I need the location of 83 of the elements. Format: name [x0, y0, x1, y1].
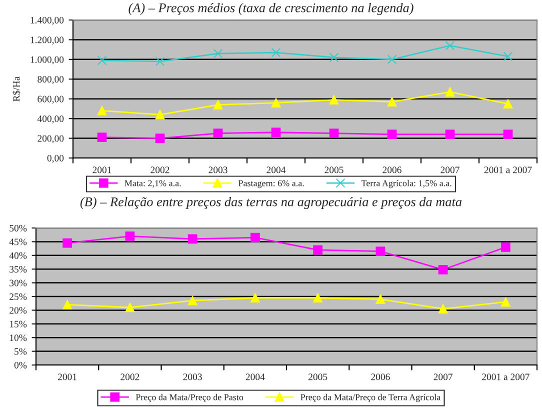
point: [376, 246, 386, 256]
point: [125, 232, 135, 241]
x-tick-label: 2001: [92, 166, 112, 174]
point: [438, 264, 448, 274]
point: [97, 132, 107, 142]
point: [62, 300, 72, 310]
legend-label: Terra Agrícola: 1,5% a.a.: [361, 180, 452, 188]
y-tick-label: 1.000,00: [30, 56, 64, 64]
y-tick-label: 400,00: [37, 115, 64, 124]
legend-label: Pastagem: 6% a.a.: [238, 180, 304, 188]
y-tick-label: 200,00: [38, 135, 64, 144]
y-tick-label: 25%: [10, 293, 27, 300]
y-tick-label: 10%: [10, 334, 27, 342]
x-tick-label: 2001: [58, 374, 76, 380]
x-tick-label: 2007: [440, 166, 460, 174]
point: [445, 87, 455, 97]
point: [62, 238, 72, 248]
x-tick-label: 2001 a 2007: [484, 166, 532, 174]
y-tick-label: 5%: [14, 348, 27, 355]
y-tick-label: 1.200,00: [30, 36, 64, 45]
point: [387, 97, 397, 106]
x-tick-label: 2006: [371, 374, 390, 380]
y-tick-label: 0%: [14, 362, 27, 368]
point: [188, 296, 198, 306]
point: [329, 52, 339, 62]
point: [125, 302, 135, 312]
point: [503, 52, 513, 62]
x-tick-label: 2005: [308, 374, 328, 380]
point: [188, 234, 198, 244]
x-tick-label: 2004: [246, 374, 265, 380]
point: [313, 245, 322, 255]
point: [97, 106, 107, 116]
y-tick-label: 50%: [10, 224, 27, 232]
point: [376, 294, 386, 304]
y-tick-label: 20%: [10, 307, 27, 314]
y-tick-label: 600,00: [38, 96, 64, 104]
point: [501, 242, 510, 252]
legend-label: Mata: 2,1% a.a.: [124, 180, 181, 188]
y-tick-label: 45%: [9, 238, 27, 246]
x-tick-label: 2007: [434, 374, 453, 380]
point: [250, 232, 260, 242]
point: [445, 40, 455, 50]
point: [387, 54, 397, 64]
point: [155, 56, 165, 66]
legend-label: Preço da Mata/Preço de Pasto: [136, 394, 244, 402]
point: [250, 293, 260, 303]
point: [213, 100, 223, 110]
point: [271, 98, 281, 108]
point: [329, 95, 339, 105]
x-tick-label: 2001 a 2007: [482, 374, 530, 380]
y-tick-label: 35%: [10, 266, 27, 273]
point: [271, 48, 281, 58]
x-tick-label: 2006: [382, 166, 402, 174]
point: [97, 56, 107, 66]
point: [501, 297, 510, 307]
point: [503, 99, 513, 108]
chart-title: (A) – Preços médios (taxa de crescimento na legenda): [128, 3, 414, 15]
y-tick-label: 40%: [9, 252, 27, 259]
x-tick-label: 2005: [324, 166, 344, 174]
chart-title: (B) – Relação entre preços das terras na agropecuária e preços da mata: [80, 197, 462, 209]
point: [213, 128, 223, 138]
point: [213, 48, 223, 58]
x-tick-label: 2002: [120, 374, 140, 380]
point: [313, 293, 322, 303]
point: [329, 128, 339, 138]
point: [503, 130, 513, 140]
legend-label: Preço da Mata/Preço de Terra Agrícola: [300, 394, 441, 402]
y-tick-label: 30%: [10, 280, 27, 286]
x-tick-label: 2003: [183, 374, 202, 380]
y-tick-label: 1.400,00: [30, 16, 64, 25]
point: [438, 304, 448, 314]
point: [271, 128, 281, 138]
point: [155, 110, 165, 120]
point: [445, 130, 455, 140]
y-tick-label: 15%: [10, 320, 27, 328]
x-tick-label: 2004: [266, 166, 286, 174]
y-axis-title: R$/Ha: [12, 76, 20, 102]
point: [387, 130, 397, 140]
x-tick-label: 2002: [150, 166, 170, 174]
y-tick-label: 800,00: [38, 76, 64, 84]
y-tick-label: 0,00: [47, 154, 64, 163]
x-tick-label: 2003: [208, 166, 228, 174]
point: [155, 134, 165, 143]
